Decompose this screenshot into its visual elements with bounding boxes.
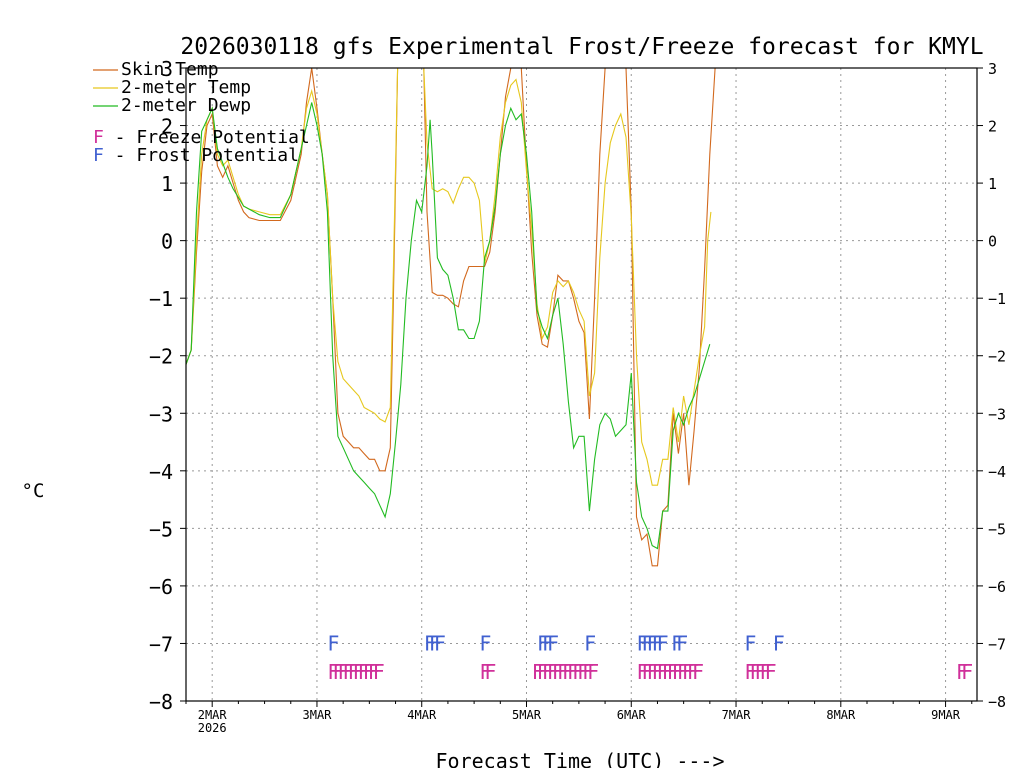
frost-mark: F (773, 631, 784, 655)
y-tick-label: −7 (149, 632, 173, 656)
x-tick-sublabel: 2026 (198, 721, 227, 735)
y-tick-label-right: 3 (988, 60, 997, 78)
series-line-skin-temp (625, 68, 716, 567)
y-tick-label: 3 (161, 57, 173, 81)
y-tick-label-right: −2 (988, 348, 1006, 366)
series-line-2-meter-temp (423, 68, 712, 486)
legend-marker-text: - Freeze Potential (104, 127, 310, 148)
y-tick-label: −8 (149, 690, 173, 714)
y-tick-label-right: −5 (988, 520, 1006, 538)
frost-mark: F (479, 631, 490, 655)
y-tick-label-right: −3 (988, 405, 1006, 423)
freeze-mark: FFFFF (744, 660, 775, 684)
plot-frame (185, 67, 978, 702)
x-tick-label: 7MAR (722, 708, 752, 722)
y-axis-label: °C (22, 480, 45, 502)
series-line-skin-temp (186, 68, 399, 472)
y-tick-label-right: −6 (988, 578, 1006, 596)
freeze-mark: FF (479, 660, 495, 684)
y-tick-label-right: 0 (988, 233, 997, 251)
freeze-mark: FFFFFFFFFF (327, 660, 383, 684)
y-tick-label: −2 (149, 345, 173, 369)
y-tick-label-right: −8 (988, 693, 1006, 711)
y-tick-label: −6 (149, 575, 173, 599)
series-line-2-meter-temp (186, 68, 399, 423)
legend-label: 2-meter Temp (121, 77, 251, 98)
chart-title: 2026030118 gfs Experimental Frost/Freeze… (180, 34, 983, 60)
y-tick-label: −5 (149, 517, 173, 541)
legend-marker-letter: F (93, 127, 104, 148)
frost-mark: FFFFF (637, 631, 668, 655)
frost-mark: F (744, 631, 755, 655)
y-tick-label: 2 (161, 115, 173, 139)
x-tick-label: 6MAR (617, 708, 647, 722)
y-tick-label: 0 (161, 230, 173, 254)
legend-marker-label: F - Freeze Potential (93, 127, 310, 148)
legend-label: 2-meter Dewp (121, 95, 251, 116)
legend-marker-letter: F (93, 145, 104, 166)
axes: −8 −8 −7 −7 −6 −6 −5 −5 −4 −4 −3 −3 −2 −2 −1 −1 0 0 1 1 2 2 3 3… (149, 57, 1006, 735)
freeze-mark: FF (956, 660, 972, 684)
y-tick-label-right: 2 (988, 118, 997, 136)
y-tick-label: −4 (149, 460, 173, 484)
x-tick-label: 9MAR (931, 708, 961, 722)
x-tick-label: 3MAR (303, 708, 333, 722)
legend-marker-text: - Frost Potential (104, 145, 299, 166)
frost-freeze-markers: F FFF F FFF F FFFFF FF F FFFFFFFFFFF FF FFFFFFFFFF… (327, 631, 979, 684)
legend-marker-label: F - Frost Potential (93, 145, 299, 166)
y-tick-label-right: −4 (988, 463, 1006, 481)
x-tick-label: 5MAR (512, 708, 542, 722)
y-tick-label-right: −7 (988, 635, 1006, 653)
series-line-skin-temp (423, 68, 512, 308)
x-tick-label: 2MAR (198, 708, 228, 722)
y-tick-label: −3 (149, 402, 173, 426)
frost-mark: FFF (537, 631, 558, 655)
y-tick-label: −1 (149, 287, 173, 311)
y-tick-label-right: −1 (988, 290, 1006, 308)
legend-label: Skin Temp (121, 59, 219, 80)
y-tick-label: 1 (161, 172, 173, 196)
x-axis-label: Forecast Time (UTC) ---> (436, 749, 725, 768)
freeze-mark: FFFFFFFFFFFF (637, 660, 703, 684)
grid (186, 68, 977, 701)
series-line-skin-temp (520, 68, 606, 420)
frost-mark: FFF (424, 631, 445, 655)
series-line-2-meter-dewp (186, 102, 711, 550)
x-tick-label: 8MAR (826, 708, 856, 722)
series-lines (186, 68, 716, 567)
freeze-mark: FFFFFFFFFFFF (532, 660, 598, 684)
y-tick-label-right: 1 (988, 175, 997, 193)
x-tick-label: 4MAR (407, 708, 437, 722)
